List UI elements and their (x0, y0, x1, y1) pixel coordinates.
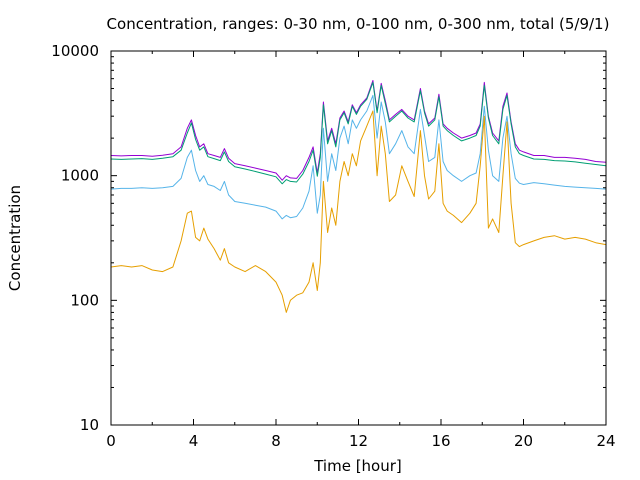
y-tick-label: 10 (80, 416, 99, 434)
x-tick-label: 12 (349, 432, 368, 450)
series-line-4 (110, 110, 607, 313)
axis-ticks: 0 4 8 12 16 20 24 10 100 1000 10000 (51, 42, 615, 450)
y-tick-label: 100 (70, 291, 99, 309)
plot-frame (110, 50, 607, 426)
x-tick-label: 24 (596, 432, 615, 450)
x-tick-label: 20 (514, 432, 533, 450)
x-tick-label: 0 (106, 432, 116, 450)
x-tick-label: 4 (189, 432, 199, 450)
y-tick-label: 10000 (51, 42, 99, 60)
series-line-2 (110, 81, 607, 185)
x-tick-label: 8 (271, 432, 281, 450)
series-group (110, 80, 607, 313)
y-axis-label: Concentration (6, 185, 24, 291)
y-tick-label: 1000 (61, 167, 99, 185)
series-line-3 (110, 94, 607, 220)
x-tick-label: 16 (431, 432, 450, 450)
chart-title: Concentration, ranges: 0-30 nm, 0-100 nm… (107, 15, 610, 33)
x-axis-label: Time [hour] (313, 457, 402, 475)
